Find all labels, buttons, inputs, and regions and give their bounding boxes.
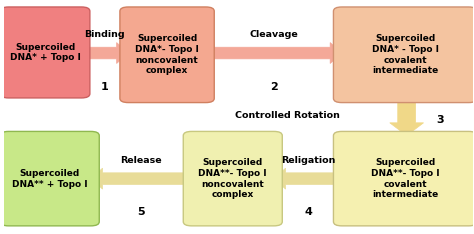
Text: Religation: Religation — [281, 156, 335, 165]
FancyBboxPatch shape — [0, 7, 90, 98]
Text: Binding: Binding — [84, 30, 125, 39]
Text: Supercoiled
DNA**- Topo I
noncovalent
complex: Supercoiled DNA**- Topo I noncovalent co… — [199, 158, 267, 199]
Polygon shape — [274, 168, 342, 189]
Text: 3: 3 — [437, 116, 444, 125]
FancyBboxPatch shape — [333, 7, 474, 102]
Polygon shape — [91, 168, 191, 189]
Polygon shape — [390, 98, 424, 136]
Text: 5: 5 — [137, 207, 146, 217]
Text: Release: Release — [120, 156, 162, 165]
Text: Cleavage: Cleavage — [249, 30, 298, 39]
Text: Controlled Rotation: Controlled Rotation — [235, 111, 339, 120]
Polygon shape — [82, 43, 128, 63]
Text: Supercoiled
DNA**- Topo I
covalent
intermediate: Supercoiled DNA**- Topo I covalent inter… — [371, 158, 439, 199]
FancyBboxPatch shape — [0, 132, 99, 226]
Polygon shape — [206, 43, 342, 63]
FancyBboxPatch shape — [183, 132, 283, 226]
Text: 4: 4 — [304, 207, 312, 217]
FancyBboxPatch shape — [120, 7, 214, 102]
Text: Supercoiled
DNA* + Topo I: Supercoiled DNA* + Topo I — [9, 43, 81, 62]
Text: Supercoiled
DNA* - Topo I
covalent
intermediate: Supercoiled DNA* - Topo I covalent inter… — [372, 34, 439, 75]
FancyBboxPatch shape — [333, 132, 474, 226]
Text: Supercoiled
DNA*- Topo I
noncovalent
complex: Supercoiled DNA*- Topo I noncovalent com… — [135, 34, 199, 75]
Text: 1: 1 — [101, 82, 109, 92]
Text: Supercoiled
DNA** + Topo I: Supercoiled DNA** + Topo I — [12, 169, 88, 189]
Text: 2: 2 — [270, 82, 278, 92]
